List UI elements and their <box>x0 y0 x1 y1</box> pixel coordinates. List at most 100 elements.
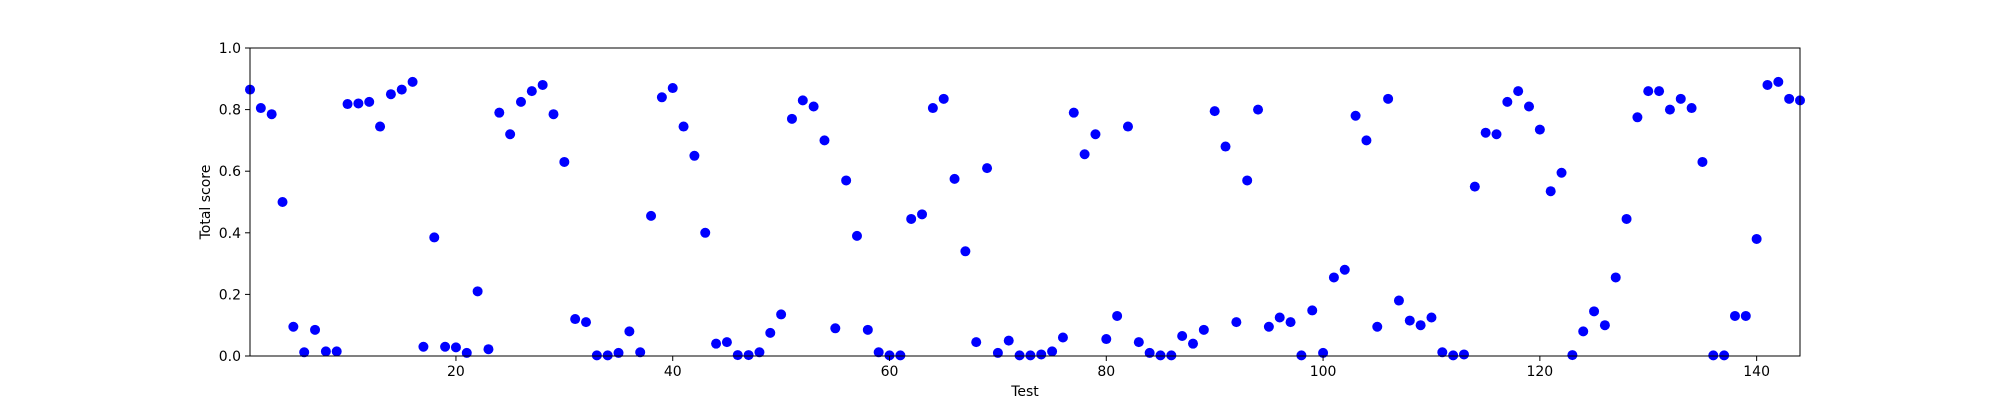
y-tick-label: 1.0 <box>219 41 241 57</box>
data-point <box>1491 129 1502 140</box>
data-point <box>1231 317 1242 328</box>
data-point <box>602 350 613 361</box>
data-point <box>1534 124 1545 135</box>
data-point <box>1047 346 1058 357</box>
data-point <box>1621 213 1632 224</box>
data-point <box>461 347 472 358</box>
data-point <box>927 103 938 114</box>
data-point <box>483 344 494 355</box>
data-point <box>310 324 321 335</box>
data-point <box>1599 320 1610 331</box>
data-point <box>1350 110 1361 121</box>
x-tick-label: 60 <box>881 364 899 380</box>
data-point <box>353 98 364 109</box>
data-point <box>1654 86 1665 97</box>
data-point <box>1751 233 1762 244</box>
data-point <box>1296 350 1307 361</box>
data-point <box>1632 112 1643 123</box>
data-point <box>331 346 342 357</box>
data-point <box>1643 86 1654 97</box>
data-point <box>982 163 993 174</box>
data-point <box>1307 305 1318 316</box>
data-point <box>342 99 353 110</box>
data-point <box>743 350 754 361</box>
data-point <box>1675 93 1686 104</box>
data-point <box>1740 310 1751 321</box>
data-point <box>450 342 461 353</box>
data-point <box>862 324 873 335</box>
data-point <box>949 173 960 184</box>
data-point <box>266 109 277 120</box>
data-point <box>1664 104 1675 115</box>
data-point <box>288 321 299 332</box>
data-point <box>537 79 548 90</box>
data-point <box>1101 334 1112 345</box>
data-point <box>917 209 928 220</box>
data-point <box>320 346 331 357</box>
data-point <box>1480 127 1491 138</box>
data-point <box>1610 272 1621 283</box>
data-point <box>1556 167 1567 178</box>
data-point <box>732 350 743 361</box>
y-tick-label: 0.2 <box>219 287 241 303</box>
x-tick-label: 140 <box>1743 364 1770 380</box>
x-tick-label: 40 <box>664 364 682 380</box>
points-layer <box>245 76 1805 361</box>
y-tick-label: 0.8 <box>219 103 241 119</box>
data-point <box>1502 96 1513 107</box>
data-point <box>624 326 635 337</box>
data-point <box>1068 107 1079 118</box>
x-tick-label: 80 <box>1097 364 1115 380</box>
data-point <box>797 95 808 106</box>
data-point <box>1014 350 1025 361</box>
data-point <box>1589 306 1600 317</box>
data-point <box>1372 321 1383 332</box>
data-point <box>1415 320 1426 331</box>
plot-frame <box>249 47 1801 357</box>
data-point <box>1437 347 1448 358</box>
data-point <box>711 338 722 349</box>
y-tick-label: 0.0 <box>219 349 241 365</box>
data-point <box>429 232 440 243</box>
data-point <box>906 213 917 224</box>
data-point <box>1242 175 1253 186</box>
data-point <box>765 327 776 338</box>
data-point <box>646 210 657 221</box>
data-point <box>635 347 646 358</box>
data-point <box>1144 347 1155 358</box>
data-point <box>830 323 841 334</box>
data-point <box>1784 93 1795 104</box>
data-point <box>591 350 602 361</box>
data-point <box>472 286 483 297</box>
data-point <box>559 156 570 167</box>
data-point <box>1188 338 1199 349</box>
data-point <box>385 89 396 100</box>
data-point <box>1285 317 1296 328</box>
data-point <box>1112 310 1123 321</box>
data-point <box>1383 93 1394 104</box>
data-point <box>1469 181 1480 192</box>
data-point <box>721 337 732 348</box>
data-point <box>656 92 667 103</box>
data-point <box>1090 129 1101 140</box>
data-point <box>255 103 266 114</box>
data-point <box>1458 349 1469 360</box>
y-axis-label: Total score <box>198 165 214 241</box>
data-point <box>1036 349 1047 360</box>
data-point <box>700 227 711 238</box>
data-point <box>1567 350 1578 361</box>
data-point <box>851 230 862 241</box>
data-point <box>819 135 830 146</box>
y-axis: 0.0 0.2 0.4 0.6 0.8 1.0 <box>219 41 250 365</box>
data-point <box>1524 101 1535 112</box>
data-point <box>667 83 678 94</box>
data-point <box>960 246 971 257</box>
x-axis-label: Test <box>1010 384 1039 400</box>
data-point <box>992 347 1003 358</box>
data-point <box>841 175 852 186</box>
data-point <box>1133 337 1144 348</box>
y-tick-label: 0.6 <box>219 164 241 180</box>
data-point <box>1166 350 1177 361</box>
data-point <box>1209 106 1220 117</box>
data-point <box>1686 103 1697 114</box>
